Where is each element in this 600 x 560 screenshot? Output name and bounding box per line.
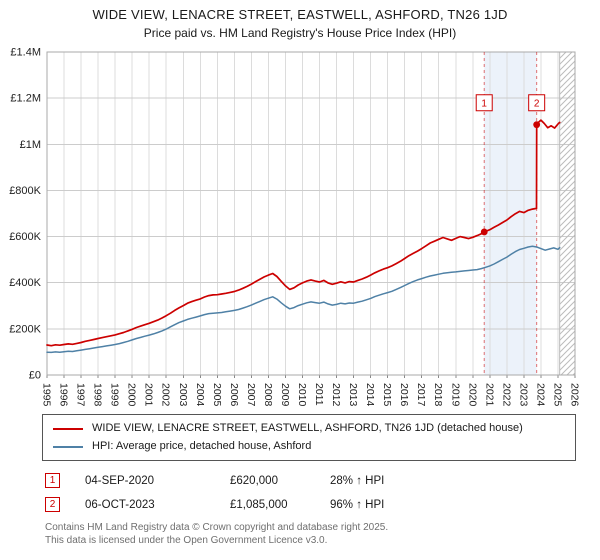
svg-text:2007: 2007 (245, 383, 257, 407)
sale-hpi-delta-1: 28% ↑ HPI (330, 474, 385, 487)
sale-annotations: 1 04-SEP-2020 £620,000 28% ↑ HPI 2 06-OC… (45, 473, 600, 512)
svg-text:1998: 1998 (92, 383, 104, 407)
price-history-chart: 1 2 £0 £200K £400K £600K £800K £1M £1.2M £1.4M 199… (9, 47, 581, 407)
footer-copyright-line: Contains HM Land Registry data © Crown c… (45, 522, 389, 533)
legend-label-property: WIDE VIEW, LENACRE STREET, EASTWELL, ASH… (92, 422, 523, 434)
svg-text:2019: 2019 (449, 383, 461, 407)
legend-label-hpi: HPI: Average price, detached house, Ashf… (92, 440, 312, 452)
svg-text:2026: 2026 (569, 383, 581, 407)
sale-number-badge-2: 2 (45, 497, 60, 512)
svg-text:£600K: £600K (9, 231, 41, 243)
svg-text:2013: 2013 (347, 383, 359, 407)
footer: Contains HM Land Registry data © Crown c… (45, 521, 600, 547)
svg-text:2003: 2003 (177, 383, 189, 407)
sale-price-1: £620,000 (230, 474, 278, 487)
svg-text:2002: 2002 (160, 383, 172, 407)
svg-text:1996: 1996 (58, 383, 70, 407)
svg-text:2018: 2018 (432, 383, 444, 407)
svg-text:2016: 2016 (398, 383, 410, 407)
sale-price-2: £1,085,000 (230, 498, 288, 511)
svg-text:1995: 1995 (41, 383, 53, 407)
svg-text:2011: 2011 (313, 383, 325, 406)
svg-text:2023: 2023 (517, 383, 529, 407)
svg-text:2014: 2014 (364, 383, 376, 407)
svg-text:£1.4M: £1.4M (10, 47, 41, 59)
legend-entry-property: WIDE VIEW, LENACRE STREET, EASTWELL, ASH… (53, 421, 565, 436)
svg-text:1: 1 (481, 98, 487, 109)
page-subtitle: Price paid vs. HM Land Registry's House … (143, 26, 457, 40)
footer-licence-line: This data is licensed under the Open Gov… (45, 535, 328, 546)
svg-text:2006: 2006 (228, 383, 240, 407)
svg-text:2021: 2021 (483, 383, 495, 407)
sale-hpi-delta-2: 96% ↑ HPI (330, 498, 385, 511)
chart-legend: WIDE VIEW, LENACRE STREET, EASTWELL, ASH… (42, 414, 576, 461)
svg-text:2004: 2004 (194, 383, 206, 407)
svg-text:2017: 2017 (415, 383, 427, 407)
sale-annotation-row-2: 2 06-OCT-2023 £1,085,000 96% ↑ HPI (45, 497, 600, 512)
legend-line-sample-property (53, 427, 83, 430)
svg-text:2024: 2024 (534, 383, 546, 407)
svg-text:£1M: £1M (20, 139, 41, 151)
svg-text:1999: 1999 (109, 383, 121, 407)
page-title: WIDE VIEW, LENACRE STREET, EASTWELL, ASH… (92, 7, 508, 22)
svg-text:£200K: £200K (9, 323, 41, 335)
svg-text:£0: £0 (29, 370, 41, 382)
svg-text:£400K: £400K (9, 277, 41, 289)
svg-text:2022: 2022 (500, 383, 512, 407)
legend-line-sample-hpi (53, 445, 83, 448)
sale-annotation-row-1: 1 04-SEP-2020 £620,000 28% ↑ HPI (45, 473, 600, 488)
svg-text:2009: 2009 (279, 383, 291, 407)
svg-text:£1.2M: £1.2M (10, 93, 41, 105)
svg-text:2005: 2005 (211, 383, 223, 407)
svg-text:2008: 2008 (262, 383, 274, 407)
svg-text:2: 2 (534, 98, 540, 109)
sale-date-1: 04-SEP-2020 (85, 474, 155, 487)
svg-text:£800K: £800K (9, 185, 41, 197)
svg-text:1997: 1997 (75, 383, 87, 407)
svg-text:2001: 2001 (143, 383, 155, 407)
svg-text:2000: 2000 (126, 383, 138, 407)
sale-number-badge-1: 1 (45, 473, 60, 488)
legend-entry-hpi: HPI: Average price, detached house, Ashf… (53, 439, 565, 454)
svg-text:2020: 2020 (466, 383, 478, 407)
chart-header: WIDE VIEW, LENACRE STREET, EASTWELL, ASH… (0, 0, 600, 40)
svg-text:2012: 2012 (330, 383, 342, 407)
sale-date-2: 06-OCT-2023 (85, 498, 155, 511)
svg-text:2010: 2010 (296, 383, 308, 407)
svg-text:2025: 2025 (551, 383, 563, 407)
svg-text:2015: 2015 (381, 383, 393, 407)
